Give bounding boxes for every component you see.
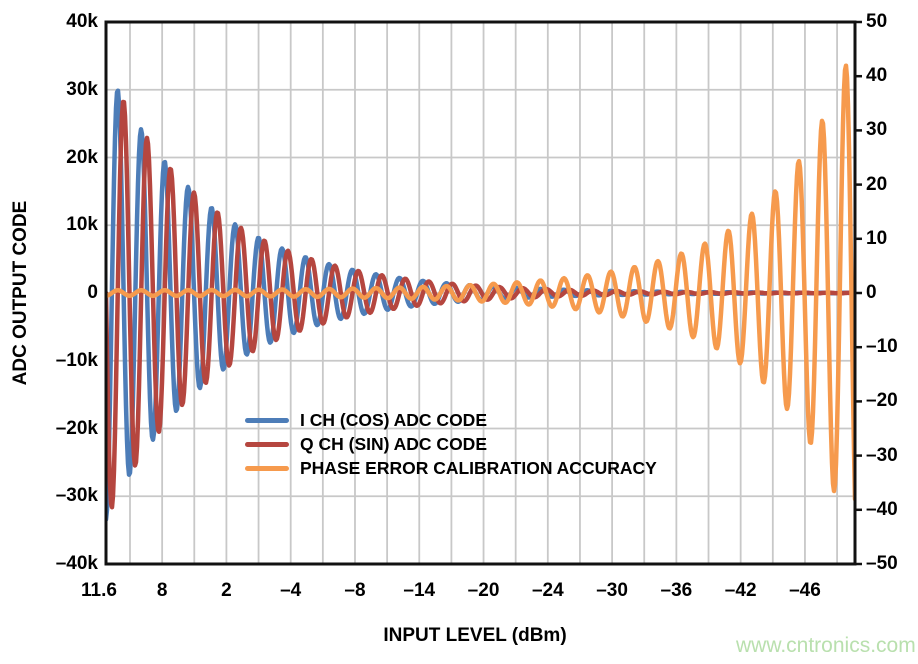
y-left-tick-label: 40k: [66, 11, 98, 32]
y-left-tick-label: 30k: [66, 78, 98, 100]
legend-item-i-channel: I CH (COS) ADC CODE: [245, 408, 657, 432]
series-q-channel-curve: [106, 99, 855, 510]
y-right-tick-label: –10: [866, 336, 898, 358]
y-right-tick-label: –40: [866, 498, 898, 520]
x-tick-label: 11.6: [81, 580, 117, 601]
legend-item-phase-error: PHASE ERROR CALIBRATION ACCURACY: [245, 456, 657, 480]
series-phase-error-curve: [106, 63, 855, 502]
y-axis-title: ADC OUTPUT CODE: [10, 200, 31, 386]
legend-swatch-phase-error: [245, 465, 289, 471]
legend-label-phase-error: PHASE ERROR CALIBRATION ACCURACY: [300, 457, 657, 478]
y-left-tick-label: –20k: [55, 417, 98, 439]
y-left-tick-label: –10k: [55, 349, 98, 371]
watermark: www.cntronics.com: [736, 634, 916, 657]
x-tick-label: –8: [344, 580, 366, 601]
y-right-tick-label: 20: [866, 173, 888, 195]
legend-swatch-i-channel: [245, 417, 289, 423]
legend-swatch-q-channel: [245, 441, 289, 447]
y-right-tick-label: 0: [866, 282, 877, 303]
legend: I CH (COS) ADC CODE Q CH (SIN) ADC CODE …: [245, 408, 657, 480]
y-left-tick-label: 0: [87, 282, 98, 303]
x-tick-label: –24: [531, 580, 564, 601]
y-left-tick-label: 10k: [66, 214, 98, 236]
x-tick-label: 8: [156, 580, 168, 601]
y-left-tick-label: –30k: [55, 485, 98, 507]
x-tick-label: –4: [280, 580, 302, 601]
x-tick-label: –14: [403, 580, 436, 601]
x-tick-label: –20: [467, 580, 500, 601]
y-right-tick-label: –20: [866, 390, 898, 412]
y-right-tick-label: 30: [866, 119, 888, 141]
y-right-tick-label: –50: [866, 553, 898, 574]
y-right-tick-label: 10: [866, 227, 888, 249]
y-left-tick-label: 20k: [66, 146, 98, 168]
y-right-tick-label: 50: [866, 11, 888, 32]
legend-label-i-channel: I CH (COS) ADC CODE: [300, 409, 487, 430]
x-tick-label: –46: [789, 580, 821, 601]
legend-item-q-channel: Q CH (SIN) ADC CODE: [245, 432, 657, 456]
y-right-tick-label: –30: [866, 444, 898, 466]
x-tick-label: –42: [724, 580, 757, 601]
x-tick-label: 2: [221, 580, 232, 601]
x-tick-label: –36: [660, 580, 693, 601]
x-axis-title: INPUT LEVEL (dBm): [383, 625, 567, 646]
x-tick-label: –30: [596, 580, 628, 601]
y-right-tick-label: 40: [866, 65, 888, 87]
legend-label-q-channel: Q CH (SIN) ADC CODE: [300, 433, 487, 454]
y-left-tick-label: –40k: [55, 553, 98, 574]
